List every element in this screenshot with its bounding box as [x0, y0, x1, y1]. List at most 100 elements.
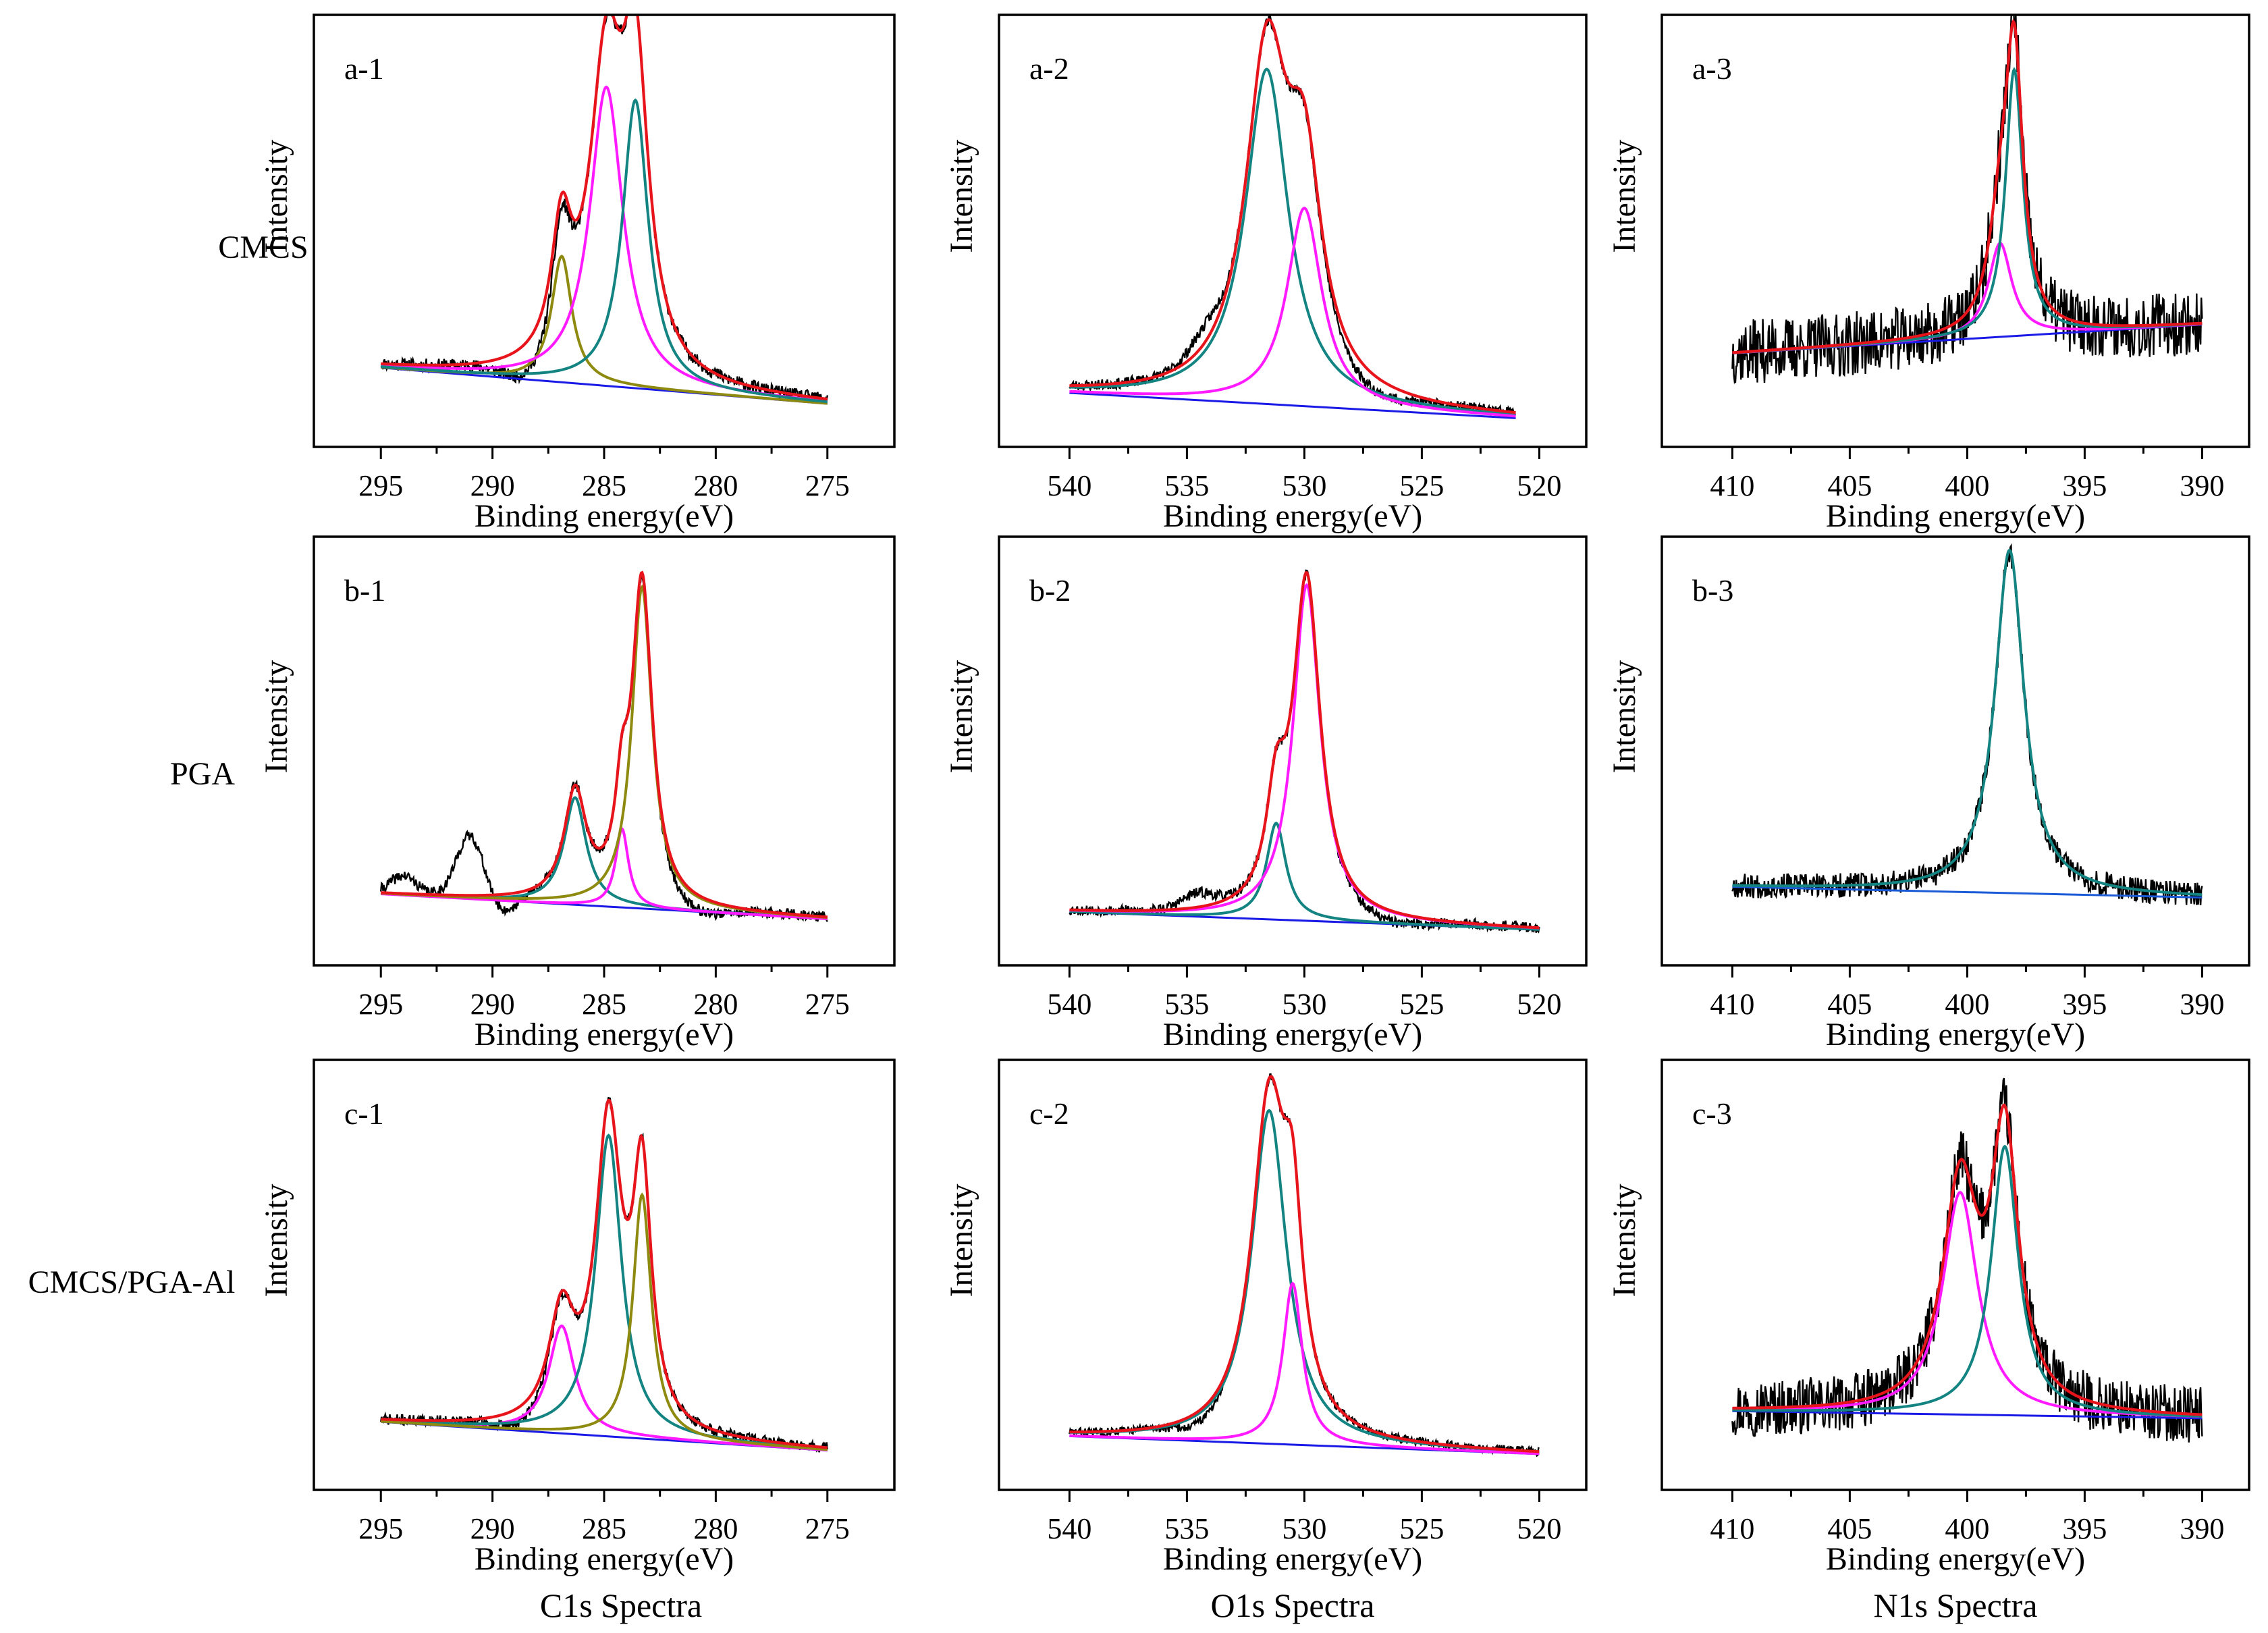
- series-envelope-a-2: [1069, 18, 1516, 414]
- series-peak-3-b-1: [381, 584, 828, 919]
- axes-frame-a-2: [998, 14, 1588, 448]
- x-tick-label-a-1: 280: [693, 469, 738, 502]
- panel-label-b-1: b-1: [344, 573, 385, 608]
- x-tick-label-b-3: 390: [2180, 988, 2224, 1021]
- panel-b-1: 295 290 285 280 275 b-1 Binding energy(eV) Inte…: [259, 535, 896, 1052]
- x-tick-label-c-3: 390: [2180, 1512, 2224, 1545]
- plot-area-b-2: [1069, 569, 1540, 934]
- plot-area-a-1: [380, 15, 828, 405]
- x-tick-label-c-2: 535: [1164, 1512, 1209, 1545]
- x-axis-label-b-2: Binding energy(eV): [1163, 1017, 1422, 1052]
- series-baseline-b-3: [1732, 886, 2203, 899]
- panel-a-2: 540 535 530 525 520 a-2 Binding energy(eV) Inte…: [944, 14, 1588, 534]
- series-envelope-a-1: [381, 15, 828, 401]
- axes-frame-a-3: [1660, 14, 2250, 448]
- x-tick-label-b-1: 295: [358, 988, 403, 1021]
- x-tick-label-b-1: 285: [582, 988, 626, 1021]
- x-tick-label-a-3: 410: [1710, 469, 1754, 502]
- series-raw-a-3: [1731, 15, 2203, 384]
- series-envelope-b-2: [1069, 570, 1540, 930]
- series-peak-2-a-1: [381, 85, 828, 403]
- panel-c-1: 295 290 285 280 275 c-1 Binding energy(eV) Inte…: [259, 1059, 896, 1577]
- panel-c-3: 410 405 400 395 390 c-3 Binding energy(eV) Inte…: [1606, 1059, 2250, 1577]
- axes-frame-b-3: [1660, 535, 2250, 967]
- x-tick-label-a-2: 530: [1282, 469, 1326, 502]
- x-tick-label-c-3: 410: [1710, 1512, 1754, 1545]
- axes-frame-b-1: [313, 535, 896, 967]
- y-axis-label-b-2: Intensity: [944, 660, 979, 774]
- x-tick-label-b-2: 540: [1047, 988, 1091, 1021]
- plot-area-b-3: [1731, 543, 2203, 905]
- x-tick-label-a-3: 405: [1827, 469, 1872, 502]
- series-envelope-c-2: [1069, 1075, 1540, 1453]
- x-tick-label-c-3: 395: [2062, 1512, 2107, 1545]
- series-peak-1-b-1: [381, 796, 828, 920]
- x-tick-label-b-2: 525: [1399, 988, 1444, 1021]
- axes-frame-a-1: [313, 14, 896, 448]
- plot-area-a-3: [1731, 15, 2203, 384]
- column-label-3: N1s Spectra: [1874, 1586, 2038, 1624]
- x-axis-label-c-1: Binding energy(eV): [475, 1541, 734, 1577]
- x-tick-label-a-2: 520: [1517, 469, 1561, 502]
- x-tick-label-c-3: 400: [1945, 1512, 1989, 1545]
- x-axis-label-b-1: Binding energy(eV): [475, 1017, 734, 1052]
- series-envelope-c-3: [1732, 1103, 2203, 1416]
- series-envelope-b-1: [381, 570, 828, 919]
- y-axis-label-c-2: Intensity: [944, 1184, 979, 1297]
- axes-frame-c-2: [998, 1059, 1588, 1491]
- series-peak-1-b-2: [1069, 822, 1540, 931]
- series-envelope-a-3: [1732, 18, 2203, 354]
- series-peak-2-c-1: [381, 1133, 828, 1451]
- x-axis-label-c-3: Binding energy(eV): [1826, 1541, 2085, 1577]
- row-label-2: PGA: [170, 756, 235, 792]
- x-tick-label-c-1: 290: [470, 1512, 515, 1545]
- x-tick-label-c-1: 285: [582, 1512, 626, 1545]
- row-label-3: CMCS/PGA-Al: [28, 1264, 236, 1300]
- plot-area-c-2: [1069, 1073, 1540, 1457]
- series-raw-b-3: [1731, 543, 2203, 905]
- panel-label-a-2: a-2: [1029, 51, 1069, 86]
- x-tick-label-b-1: 290: [470, 988, 515, 1021]
- panel-c-2: 540 535 530 525 520 c-2 Binding energy(eV) Inte…: [944, 1059, 1588, 1577]
- column-label-1: C1s Spectra: [540, 1586, 702, 1624]
- series-peak-1-a-2: [1069, 68, 1516, 416]
- panel-b-2: 540 535 530 525 520 b-2 Binding energy(eV) Inte…: [944, 535, 1588, 1052]
- x-tick-label-b-2: 530: [1282, 988, 1326, 1021]
- panel-b-3: 410 405 400 395 390 b-3 Binding energy(eV) Inte…: [1606, 535, 2250, 1052]
- panel-label-c-1: c-1: [344, 1096, 384, 1131]
- panel-label-c-3: c-3: [1692, 1096, 1732, 1131]
- panel-a-3: 410 405 400 395 390 a-3 Binding energy(eV) Inte…: [1606, 14, 2250, 534]
- axes-frame-b-2: [998, 535, 1588, 967]
- panel-label-b-2: b-2: [1029, 573, 1071, 608]
- y-axis-label-a-2: Intensity: [944, 140, 979, 253]
- plot-area-a-2: [1069, 15, 1517, 419]
- x-axis-label-c-2: Binding energy(eV): [1163, 1541, 1422, 1577]
- x-tick-label-b-1: 275: [805, 988, 850, 1021]
- panel-label-c-2: c-2: [1029, 1096, 1069, 1131]
- series-peak-3-c-1: [381, 1192, 828, 1451]
- x-tick-label-c-1: 295: [358, 1512, 403, 1545]
- x-axis-label-a-3: Binding energy(eV): [1826, 498, 2085, 534]
- plot-area-c-1: [380, 1096, 828, 1453]
- x-tick-label-a-2: 535: [1164, 469, 1209, 502]
- panel-a-1: 295 290 285 280 275 a-1 Binding energy(eV) Inte…: [259, 14, 896, 534]
- y-axis-label-b-1: Intensity: [259, 660, 294, 774]
- x-axis-label-a-1: Binding energy(eV): [475, 498, 734, 534]
- series-raw-c-3: [1731, 1077, 2203, 1443]
- x-tick-label-c-1: 275: [805, 1512, 850, 1545]
- x-tick-label-a-2: 525: [1399, 469, 1444, 502]
- x-tick-label-b-3: 400: [1945, 988, 1989, 1021]
- y-axis-label-c-1: Intensity: [259, 1184, 294, 1297]
- x-tick-label-c-2: 530: [1282, 1512, 1326, 1545]
- x-tick-label-a-3: 400: [1945, 469, 1989, 502]
- x-tick-label-c-2: 525: [1399, 1512, 1444, 1545]
- plot-area-b-1: [380, 570, 828, 922]
- series-peak-2-c-3: [1732, 1144, 2203, 1418]
- series-peak-1-c-3: [1732, 1191, 2203, 1418]
- x-axis-label-b-3: Binding energy(eV): [1826, 1017, 2085, 1052]
- series-peak-1-b-3: [1732, 548, 2203, 896]
- series-raw-b-1: [380, 573, 828, 922]
- x-axis-label-a-2: Binding energy(eV): [1163, 498, 1422, 534]
- series-raw-b-2: [1069, 569, 1540, 934]
